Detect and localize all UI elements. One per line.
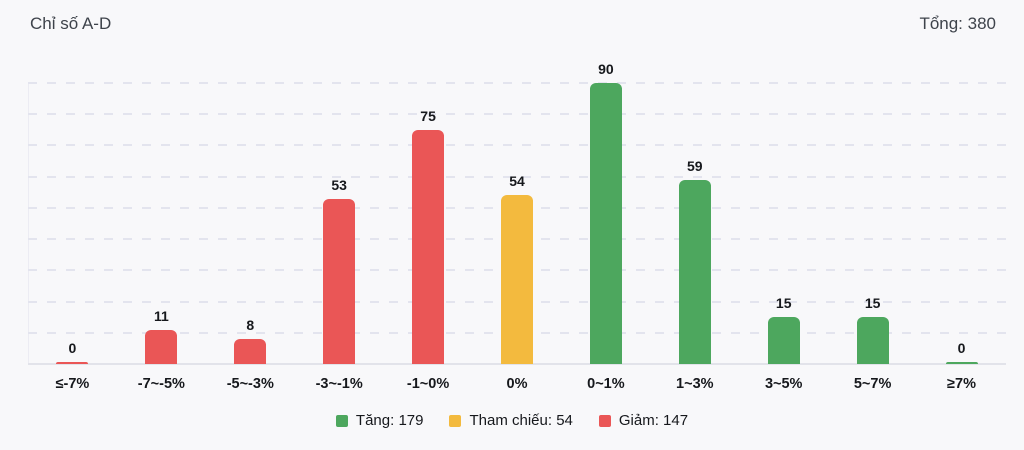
bar-down[interactable] — [234, 339, 267, 364]
total-count-label: Tổng: 380 — [919, 14, 996, 33]
gridline — [28, 113, 1006, 116]
bar-column: 53 — [295, 83, 384, 364]
bar-column: 11 — [117, 83, 206, 364]
bar-value-label: 0 — [957, 340, 966, 356]
x-axis-labels: ≤-7% -7~-5% -5~-3% -3~-1% -1~0% 0% 0~1% 1~3% 3~5… — [28, 376, 1006, 392]
x-axis-label: -5~-3% — [226, 376, 274, 392]
x-axis-label: -7~-5% — [137, 376, 185, 392]
bar-column: 0 — [917, 83, 1006, 364]
bar-value-label: 90 — [598, 61, 614, 77]
bar-column: 90 — [561, 62, 650, 364]
chart-title: Chỉ số A-D — [30, 14, 112, 33]
bar-column: 0 — [28, 83, 117, 364]
bar-up[interactable] — [856, 317, 889, 364]
x-axis-label: 0% — [506, 376, 528, 392]
plot-area: 0 11 8 53 75 54 90 59 15 15 0 — [28, 62, 1006, 365]
bar-column: 15 — [739, 83, 828, 364]
legend-swatch-icon — [598, 414, 611, 427]
legend-swatch-icon — [335, 414, 348, 427]
x-axis-baseline — [28, 363, 1006, 365]
bar-column: 75 — [384, 83, 473, 364]
bar-column: 54 — [473, 83, 562, 364]
bar-down[interactable] — [323, 199, 356, 364]
bar-up[interactable] — [589, 83, 622, 364]
bar-value-label: 53 — [331, 177, 347, 193]
chart-legend: Tăng: 179 Tham chiếu: 54 Giảm: 147 — [0, 412, 1024, 429]
gridline — [28, 144, 1006, 147]
x-axis-label: 0~1% — [587, 376, 625, 392]
bar-value-label: 54 — [509, 173, 525, 189]
bar-down[interactable] — [412, 130, 445, 364]
legend-item-ref[interactable]: Tham chiếu: 54 — [449, 412, 573, 429]
x-axis-label: -3~-1% — [315, 376, 363, 392]
gridline — [28, 175, 1006, 178]
bars-row: 0 11 8 53 75 54 90 59 15 15 0 — [28, 62, 1006, 364]
legend-item-down[interactable]: Giảm: 147 — [598, 412, 689, 429]
bar-up[interactable] — [678, 180, 711, 364]
bar-value-label: 59 — [687, 158, 703, 174]
bar-value-label: 11 — [153, 308, 169, 324]
bar-column: 15 — [828, 83, 917, 364]
bar-down[interactable] — [145, 330, 178, 364]
bar-value-label: 8 — [246, 317, 255, 333]
bar-column: 8 — [206, 83, 295, 364]
y-axis-line — [28, 83, 29, 364]
legend-swatch-icon — [449, 414, 462, 427]
bar-value-label: 75 — [420, 108, 436, 124]
bar-value-label: 0 — [68, 340, 77, 356]
bar-down[interactable] — [56, 362, 89, 364]
x-axis-label: 5~7% — [853, 376, 892, 392]
x-axis-label: 1~3% — [676, 376, 714, 392]
bar-up[interactable] — [767, 317, 800, 364]
legend-label: Tăng: 179 — [355, 412, 424, 429]
x-axis-label: ≤-7% — [55, 376, 90, 392]
bar-value-label: 15 — [864, 295, 881, 311]
legend-label: Giảm: 147 — [618, 412, 689, 429]
x-axis-label: ≥7% — [947, 376, 976, 392]
legend-label: Tham chiếu: 54 — [469, 412, 573, 429]
bar-value-label: 15 — [775, 295, 792, 311]
gridline — [28, 82, 1006, 84]
x-axis-label: 3~5% — [764, 376, 803, 392]
bar-column: 59 — [650, 83, 739, 364]
x-axis-label: -1~0% — [406, 376, 450, 392]
bar-ref[interactable] — [500, 195, 533, 364]
bar-up[interactable] — [945, 362, 978, 364]
legend-item-up[interactable]: Tăng: 179 — [335, 412, 424, 429]
